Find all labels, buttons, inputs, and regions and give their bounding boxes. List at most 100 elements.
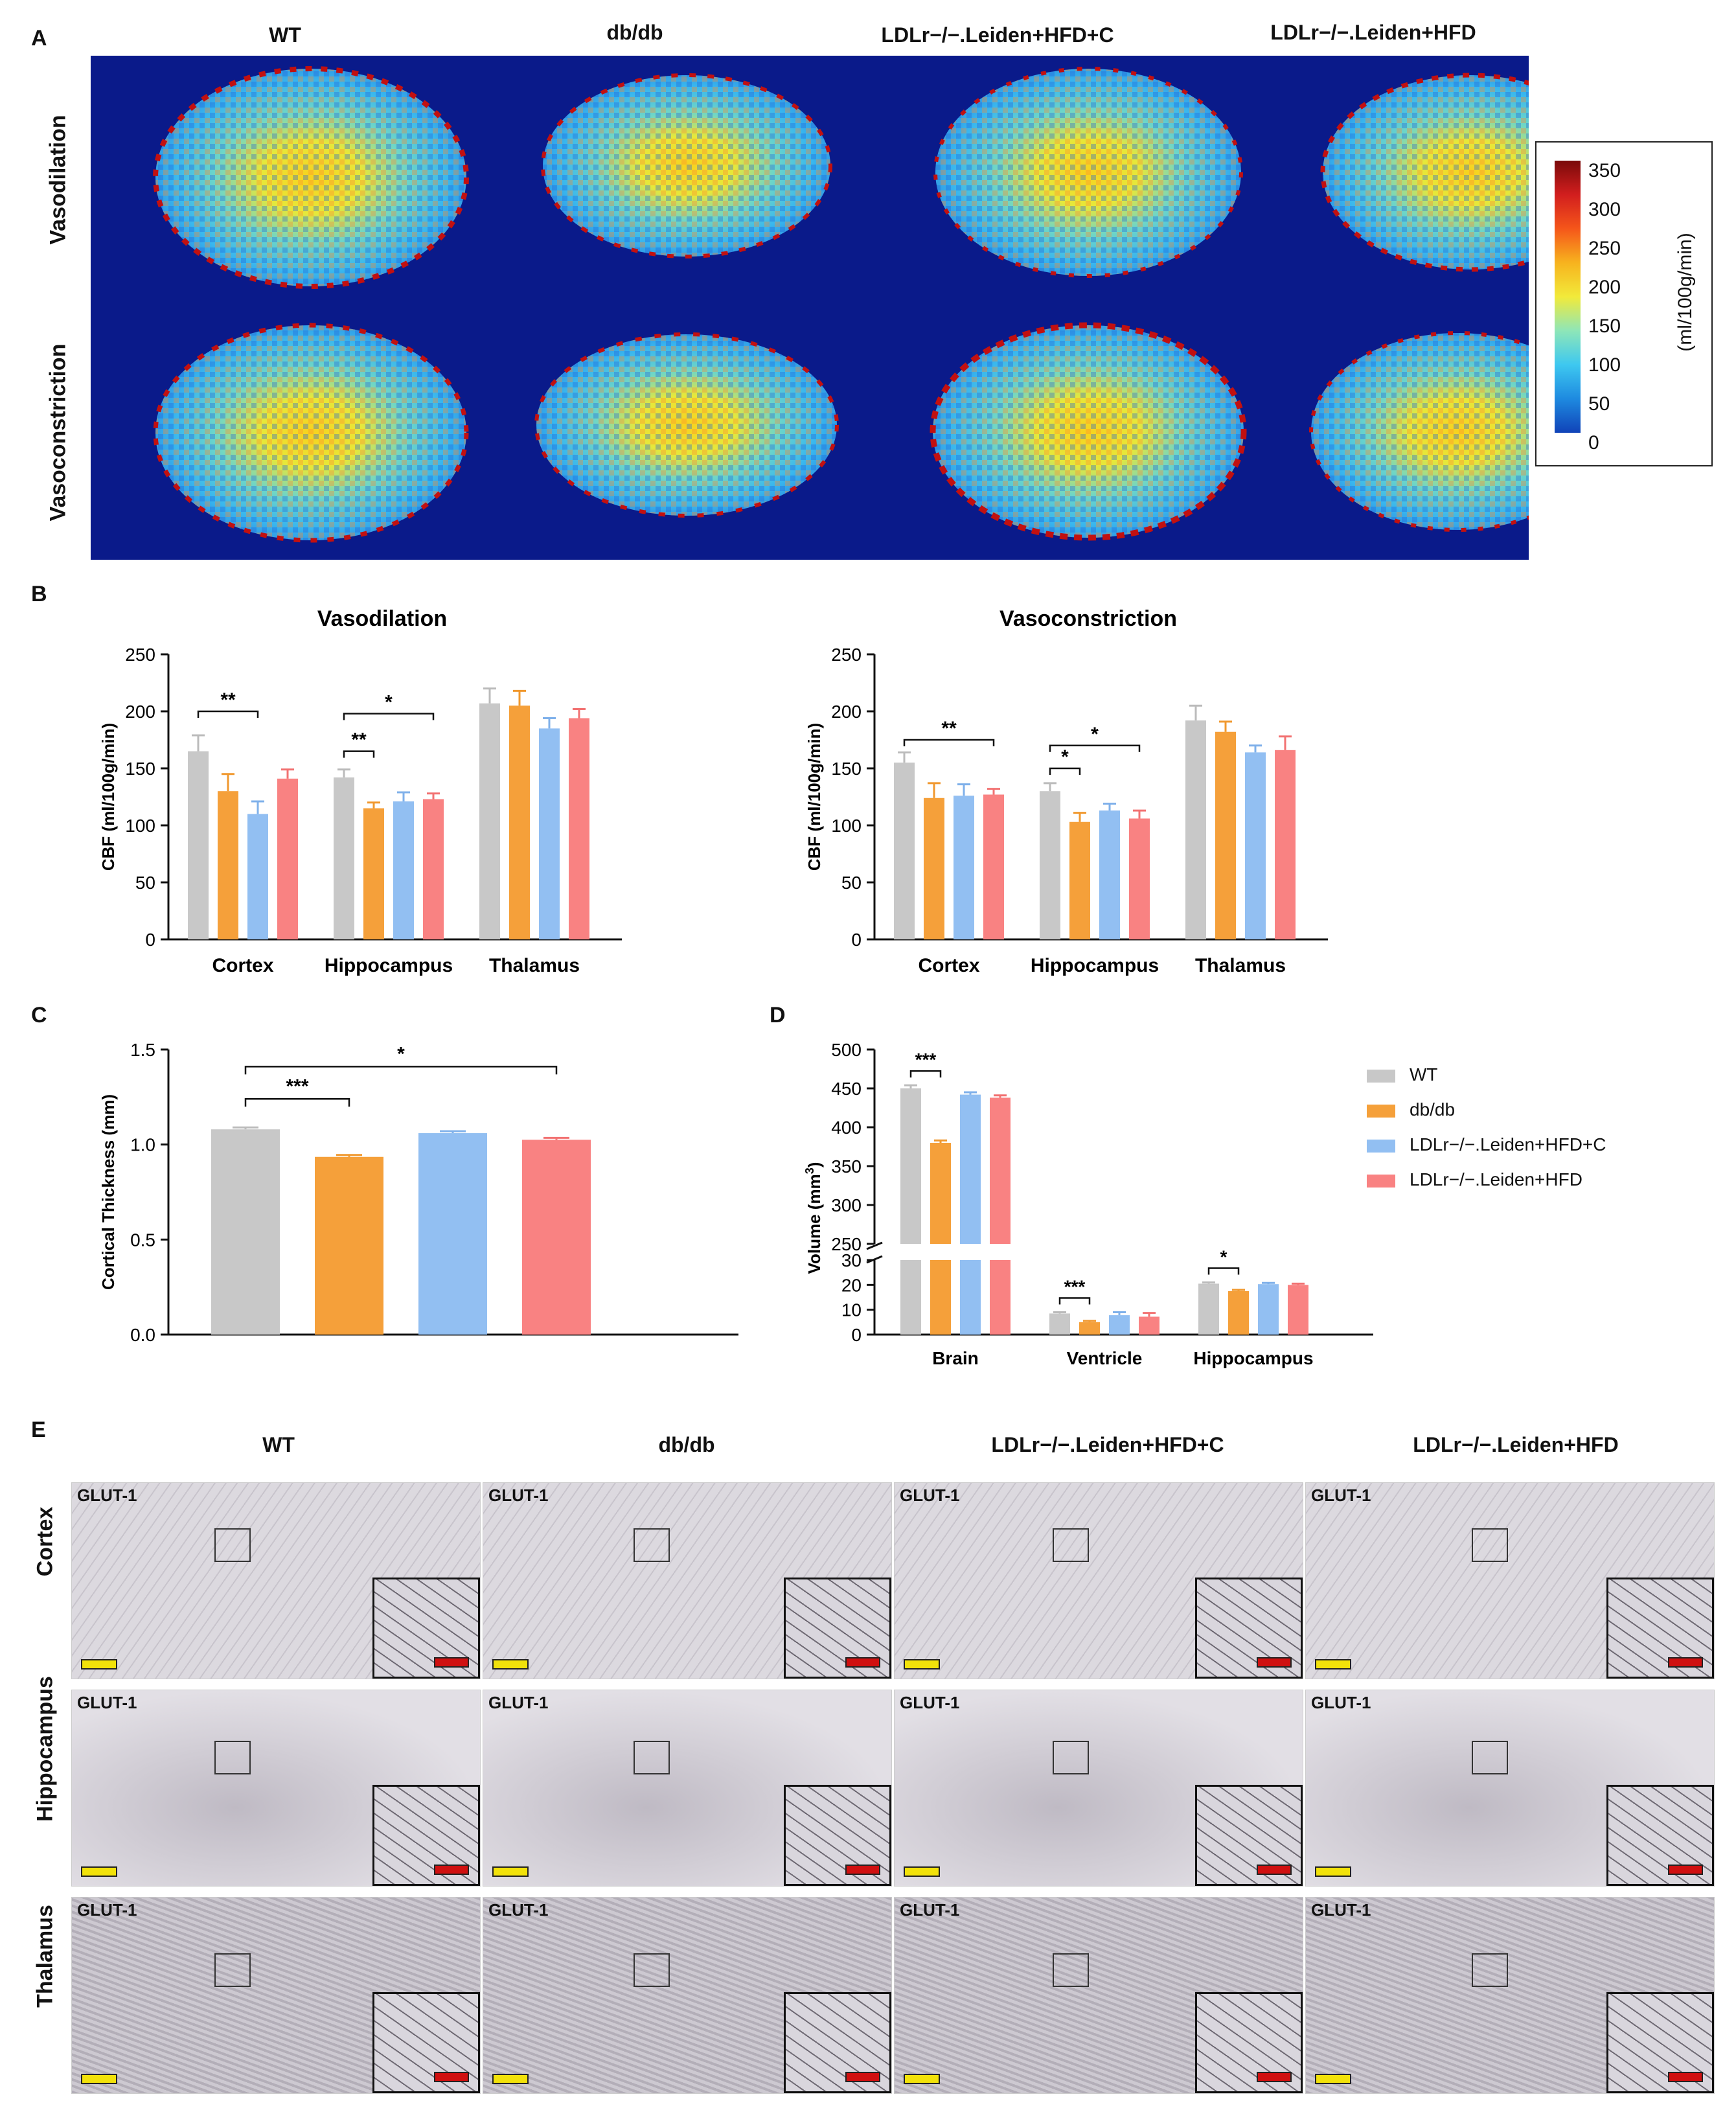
zoom-inset	[1606, 1578, 1714, 1679]
colorbar-tick: 250	[1588, 238, 1621, 259]
zoom-inset	[784, 1785, 891, 1886]
significance-bracket	[244, 1098, 350, 1107]
legend-item-dbdb: db/db	[1367, 1092, 1606, 1127]
colorbar-gradient	[1555, 161, 1581, 433]
x-tick-label: Cortex	[918, 955, 979, 976]
y-tick-label: 350	[831, 1156, 862, 1176]
scale-bar	[904, 1659, 940, 1670]
y-tick-label: 250	[831, 1234, 862, 1254]
y-tick-label: 100	[125, 816, 155, 836]
scale-bar-inset	[1257, 1865, 1292, 1875]
bar	[1275, 750, 1296, 939]
y-axis-label: Volume (mm3)	[803, 1162, 824, 1274]
scale-bar-inset	[1668, 1865, 1703, 1875]
y-axis-label: CBF (ml/100g/min)	[805, 723, 824, 871]
panel-a-col-title-hfd: LDLr−/−.Leiden+HFD	[1270, 21, 1476, 44]
significance-label: *	[397, 1043, 405, 1064]
axis-break-mark	[866, 1241, 883, 1250]
roi-box	[214, 1741, 251, 1774]
y-tick-label: 250	[125, 645, 155, 665]
scale-bar-inset	[845, 2072, 880, 2082]
scale-bar-inset	[845, 1865, 880, 1875]
roi-box	[634, 1528, 670, 1562]
x-tick-label: Hippocampus	[325, 955, 453, 976]
colorbar-tick: 50	[1588, 393, 1610, 415]
colorbar-ticks: 350 300 250 200 150 100 50 0	[1588, 152, 1621, 463]
stain-label: GLUT-1	[77, 1693, 137, 1712]
roi-box	[1053, 1953, 1089, 1987]
stain-label: GLUT-1	[1311, 1900, 1371, 1920]
x-tick-label: Thalamus	[489, 955, 580, 976]
bar	[247, 814, 268, 939]
significance-label: **	[220, 689, 236, 711]
bar	[1245, 752, 1266, 939]
y-tick-label: 50	[135, 873, 155, 893]
bar	[479, 703, 500, 939]
bar	[218, 791, 238, 939]
stain-label: GLUT-1	[77, 1900, 137, 1920]
roi-box	[634, 1741, 670, 1774]
brain-map-vasodilation-hfd	[1320, 73, 1529, 272]
bar	[418, 1133, 487, 1335]
bar-lower	[930, 1260, 951, 1335]
legend-swatch-dbdb	[1367, 1104, 1395, 1118]
bar	[522, 1140, 591, 1335]
scale-bar	[492, 1659, 529, 1670]
colorbar-tick: 300	[1588, 199, 1621, 220]
y-tick-label: 1.5	[130, 1040, 155, 1060]
roi-box	[634, 1953, 670, 1987]
colorbar-tick: 150	[1588, 316, 1621, 337]
zoom-inset	[784, 1578, 891, 1679]
bar-upper	[930, 1143, 951, 1244]
brain-map-vasoconstriction-dbdb	[534, 332, 839, 518]
chart-title: Vasoconstriction	[999, 606, 1177, 631]
significance-bracket	[909, 1070, 942, 1078]
histology-image: GLUT-1	[483, 1482, 892, 1679]
panel-label-e: E	[31, 1417, 46, 1442]
stain-label: GLUT-1	[488, 1900, 549, 1920]
y-tick-label: 1.0	[130, 1135, 155, 1155]
bar	[983, 794, 1004, 939]
bar-upper	[990, 1097, 1011, 1244]
bar	[315, 1156, 383, 1335]
y-tick-label: 300	[831, 1195, 862, 1215]
bar	[211, 1129, 280, 1335]
significance-bracket	[1049, 767, 1081, 775]
stain-label: GLUT-1	[1311, 1693, 1371, 1712]
chart-volume: 250 300 350 400 450 500 0 10 20 30 Volume (mm3) Bra…	[803, 1040, 1373, 1368]
x-tick-label: Cortex	[212, 955, 273, 976]
panel-a-col-title-dbdb: db/db	[606, 21, 663, 44]
bar	[1185, 720, 1206, 939]
bar	[334, 777, 354, 939]
histology-image: GLUT-1	[71, 1897, 481, 2094]
brain-map-vasoconstriction-hfdc	[930, 322, 1247, 541]
x-tick-label: Thalamus	[1195, 955, 1286, 976]
y-tick-label: 100	[831, 816, 862, 836]
scale-bar	[492, 2074, 529, 2084]
bar-upper	[900, 1088, 921, 1244]
scale-bar-inset	[434, 2072, 469, 2082]
histology-image: GLUT-1	[71, 1690, 481, 1887]
legend-label: LDLr−/−.Leiden+HFD	[1410, 1169, 1582, 1189]
bar-lower	[960, 1260, 981, 1335]
colorbar-tick: 100	[1588, 354, 1621, 376]
histology-image: GLUT-1	[483, 1690, 892, 1887]
bar	[1129, 818, 1150, 939]
bar	[1215, 731, 1236, 939]
scale-bar	[492, 1866, 529, 1877]
significance-bracket	[244, 1066, 558, 1075]
y-tick-label: 0	[851, 1325, 862, 1345]
panel-e-col-title-hfd: LDLr−/−.Leiden+HFD	[1413, 1433, 1619, 1456]
brain-map-vasodilation-hfdc	[933, 67, 1243, 278]
bar	[924, 798, 944, 939]
significance-bracket	[903, 739, 995, 746]
colorbar-box: 350 300 250 200 150 100 50 0 (ml/100g/mi…	[1535, 141, 1713, 466]
legend-swatch-wt	[1367, 1069, 1395, 1083]
bar	[363, 808, 384, 939]
significance-label: ***	[286, 1075, 308, 1097]
histology-image: GLUT-1	[894, 1897, 1303, 2094]
brain-map-vasodilation-dbdb	[541, 73, 832, 258]
scale-bar-inset	[845, 1657, 880, 1668]
bar-lower	[900, 1260, 921, 1335]
y-axis-label-text: Volume (mm	[805, 1174, 824, 1274]
